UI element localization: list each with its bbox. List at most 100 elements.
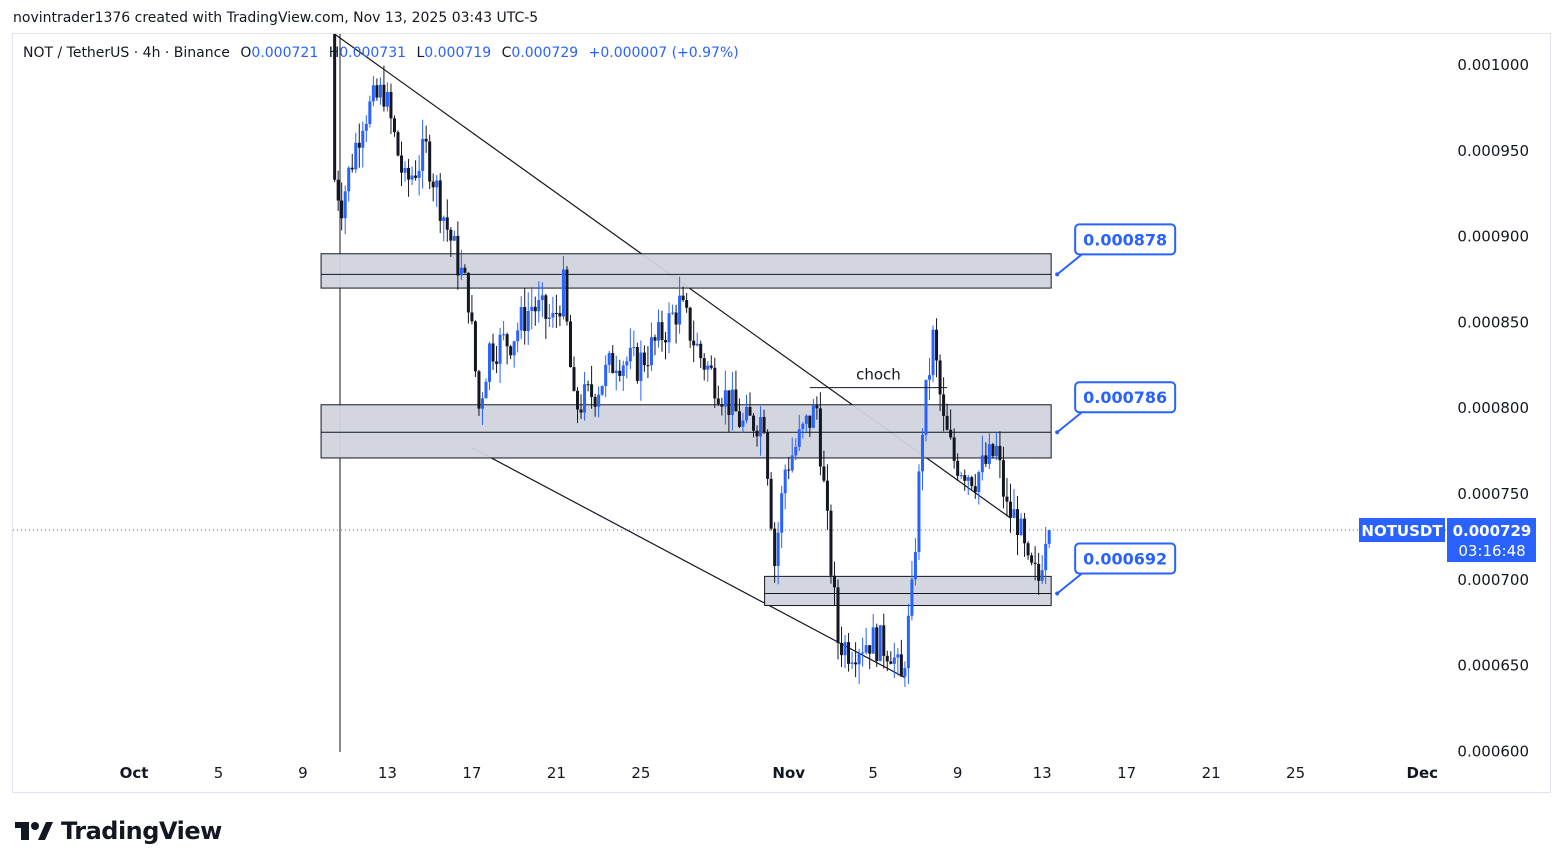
candle-body-53 bbox=[519, 307, 523, 331]
candle-body-187 bbox=[991, 444, 995, 457]
candle-body-157 bbox=[885, 655, 889, 662]
candle-body-167 bbox=[920, 434, 924, 472]
y-tick-label-4: 0.000800 bbox=[1457, 399, 1529, 417]
candle-body-162 bbox=[903, 668, 907, 677]
candle-body-146 bbox=[847, 642, 851, 664]
tradingview-logo[interactable]: TradingView bbox=[15, 815, 222, 847]
close-key: C bbox=[501, 45, 512, 61]
candle-body-11 bbox=[371, 85, 375, 102]
candle-body-171 bbox=[935, 329, 939, 361]
candle-body-194 bbox=[1016, 509, 1020, 535]
candle-body-0 bbox=[333, 34, 337, 180]
candle-body-129 bbox=[787, 469, 791, 471]
candle-body-195 bbox=[1019, 518, 1023, 535]
candle-body-159 bbox=[892, 657, 896, 664]
candle-body-156 bbox=[882, 625, 886, 656]
candle-body-152 bbox=[868, 645, 872, 654]
candle-body-166 bbox=[917, 471, 921, 553]
candle-body-61 bbox=[547, 317, 551, 319]
x-tick-label-2: 9 bbox=[298, 764, 308, 782]
close-value: 0.000729 bbox=[511, 45, 579, 61]
candle-body-6 bbox=[354, 142, 358, 170]
candle-body-175 bbox=[949, 429, 953, 438]
candle-body-144 bbox=[840, 643, 844, 656]
high-value: 0.000731 bbox=[339, 45, 407, 61]
candle-body-200 bbox=[1037, 563, 1041, 581]
candle-body-45 bbox=[491, 343, 495, 362]
callout-pointer-2 bbox=[1056, 571, 1100, 595]
candle-body-188 bbox=[994, 445, 998, 457]
candle-body-104 bbox=[699, 343, 703, 359]
candle-body-126 bbox=[776, 532, 780, 566]
candle-body-82 bbox=[621, 365, 625, 376]
candle-body-94 bbox=[664, 340, 668, 343]
candle-body-163 bbox=[906, 615, 910, 669]
candle-body-155 bbox=[878, 625, 882, 661]
candle-body-183 bbox=[977, 472, 981, 493]
callouts-layer: 0.000878 0.000786 0.000692 bbox=[1055, 223, 1177, 596]
candle-body-75 bbox=[597, 394, 601, 407]
price-tag-countdown: 03:16:48 bbox=[1458, 542, 1525, 560]
candle-body-80 bbox=[614, 370, 618, 373]
candle-body-26 bbox=[424, 138, 428, 142]
y-tick-label-1: 0.000950 bbox=[1457, 142, 1529, 160]
candle-body-84 bbox=[628, 347, 632, 362]
price-tag-bg bbox=[1447, 518, 1536, 563]
candle-body-3 bbox=[343, 191, 347, 219]
candle-body-36 bbox=[459, 267, 463, 276]
candle-body-134 bbox=[804, 415, 808, 424]
candle-body-56 bbox=[530, 306, 534, 312]
candle-body-145 bbox=[843, 642, 847, 656]
candle-body-4 bbox=[347, 167, 351, 192]
candle-body-92 bbox=[656, 322, 660, 341]
candle-body-34 bbox=[452, 235, 456, 241]
candle-body-30 bbox=[438, 180, 442, 221]
candle-body-15 bbox=[385, 91, 389, 107]
x-tick-label-14: Dec bbox=[1407, 764, 1439, 782]
candle-body-122 bbox=[762, 416, 766, 433]
candle-body-154 bbox=[875, 627, 879, 661]
y-tick-label-2: 0.000900 bbox=[1457, 228, 1529, 246]
callout-box-2 bbox=[1074, 542, 1177, 575]
open-value: 0.000721 bbox=[251, 45, 319, 61]
candle-body-5 bbox=[350, 167, 354, 170]
candle-body-127 bbox=[780, 493, 784, 533]
candle-body-85 bbox=[632, 347, 636, 349]
x-tick-label-6: 25 bbox=[631, 764, 650, 782]
low-key: L bbox=[416, 45, 425, 61]
x-tick-label-10: 13 bbox=[1033, 764, 1052, 782]
candle-body-192 bbox=[1008, 501, 1012, 518]
candle-body-59 bbox=[540, 295, 544, 301]
candle-body-190 bbox=[1001, 460, 1005, 497]
y-tick-label-6: 0.000700 bbox=[1457, 571, 1529, 589]
x-tick-label-11: 17 bbox=[1117, 764, 1136, 782]
brand-name: TradingView bbox=[61, 817, 222, 845]
candle-body-137 bbox=[815, 405, 819, 409]
candle-body-111 bbox=[723, 390, 727, 407]
candle-body-199 bbox=[1033, 562, 1037, 564]
candle-body-54 bbox=[523, 307, 527, 332]
candle-body-17 bbox=[392, 118, 396, 133]
candle-body-203 bbox=[1047, 530, 1051, 544]
candle-body-103 bbox=[695, 343, 699, 346]
candle-body-14 bbox=[382, 84, 386, 107]
candle-body-123 bbox=[766, 432, 770, 479]
candle-body-112 bbox=[727, 390, 731, 416]
candle-body-67 bbox=[568, 321, 572, 368]
symbol-tag-bg bbox=[1359, 518, 1445, 543]
candle-body-72 bbox=[586, 384, 590, 386]
candle-body-141 bbox=[829, 510, 833, 576]
y-tick-label-7: 0.000650 bbox=[1457, 657, 1529, 675]
annotation-layer: choch bbox=[809, 366, 948, 389]
candle-body-52 bbox=[516, 330, 520, 342]
candle-body-48 bbox=[502, 334, 506, 336]
callout-pointer-0 bbox=[1056, 252, 1100, 276]
candle-body-8 bbox=[361, 130, 365, 148]
candle-body-91 bbox=[653, 337, 657, 341]
candle-body-110 bbox=[720, 404, 724, 407]
x-tick-label-8: 5 bbox=[868, 764, 878, 782]
callout-dot-0 bbox=[1055, 272, 1060, 277]
x-tick-label-12: 21 bbox=[1202, 764, 1221, 782]
callout-box-1 bbox=[1074, 381, 1177, 414]
